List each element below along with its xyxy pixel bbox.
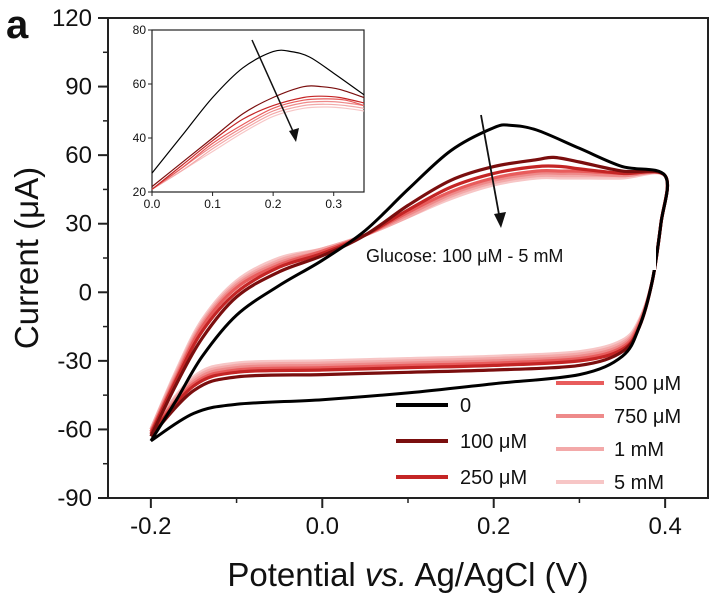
trend-arrow-shaft — [480, 114, 501, 221]
inset-x-tick-label: 0.2 — [265, 197, 282, 211]
inset-y-tick-label: 20 — [133, 185, 147, 199]
y-axis-title: Current (μA) — [8, 167, 45, 349]
inset-curve — [151, 49, 365, 174]
inset-axis-ticks: 20 40 60 80 0.0 0.1 0.2 0.3 — [133, 23, 343, 211]
legend-label: 0 — [460, 395, 471, 417]
inset-y-tick-label: 40 — [133, 131, 147, 145]
inset-x-tick-label: 0.1 — [204, 197, 221, 211]
legend-label: 100 μM — [460, 431, 527, 453]
cv-curve — [149, 170, 670, 433]
x-axis-title: Potential vs. Ag/AgCl (V) — [227, 556, 588, 593]
inset-trend-arrow-head — [289, 128, 299, 142]
inset-curve — [151, 103, 365, 190]
y-tick-label: 30 — [65, 211, 92, 238]
panel-label: a — [6, 3, 29, 47]
y-tick-label: 120 — [52, 5, 92, 32]
inset-x-tick-label: 0.0 — [144, 197, 161, 211]
cv-curve — [149, 164, 670, 436]
inset-curves — [151, 49, 365, 190]
cv-curve — [149, 123, 669, 443]
legend-label: 500 μM — [614, 373, 681, 395]
y-tick-label: -90 — [57, 485, 92, 512]
inset-y-tick-label: 60 — [133, 77, 147, 91]
glucose-annotation: Glucose: 100 μM - 5 mM — [366, 246, 563, 266]
legend-label: 5 mM — [614, 472, 664, 494]
legend: 0 100 μM 250 μM 500 μM 750 μM 1 mM 5 mM — [396, 373, 681, 494]
inset-curve — [151, 95, 365, 190]
x-tick-label: 0.0 — [306, 513, 339, 540]
y-tick-label: 60 — [65, 142, 92, 169]
y-tick-label: -60 — [57, 416, 92, 443]
main-plot-area: -90 -60 -30 0 30 60 90 120 -0.2 0.0 0.2 0.4 — [52, 5, 709, 540]
main-curves — [149, 123, 670, 443]
legend-label: 750 μM — [614, 406, 681, 428]
legend-label: 1 mM — [614, 439, 664, 461]
trend-arrow-head — [494, 212, 506, 228]
x-tick-label: 0.2 — [477, 513, 510, 540]
inset-plot: 20 40 60 80 0.0 0.1 0.2 0.3 — [133, 23, 365, 211]
annotation-background — [360, 240, 656, 270]
y-tick-label: 0 — [79, 279, 92, 306]
inset-curve — [151, 98, 365, 190]
y-tick-label: 90 — [65, 74, 92, 101]
inset-x-tick-label: 0.3 — [325, 197, 342, 211]
x-tick-label: -0.2 — [130, 513, 171, 540]
main-axis-ticks: -90 -60 -30 0 30 60 90 120 -0.2 0.0 0.2 0.4 — [52, 5, 682, 540]
inset-y-tick-label: 80 — [133, 23, 147, 37]
y-tick-label: -30 — [57, 348, 92, 375]
legend-label: 250 μM — [460, 467, 527, 489]
x-tick-label: 0.4 — [648, 513, 681, 540]
inset-trend-arrow-shaft — [251, 39, 297, 139]
inset-curve — [151, 85, 365, 188]
cv-curve — [149, 155, 670, 438]
cv-curve — [149, 171, 670, 431]
